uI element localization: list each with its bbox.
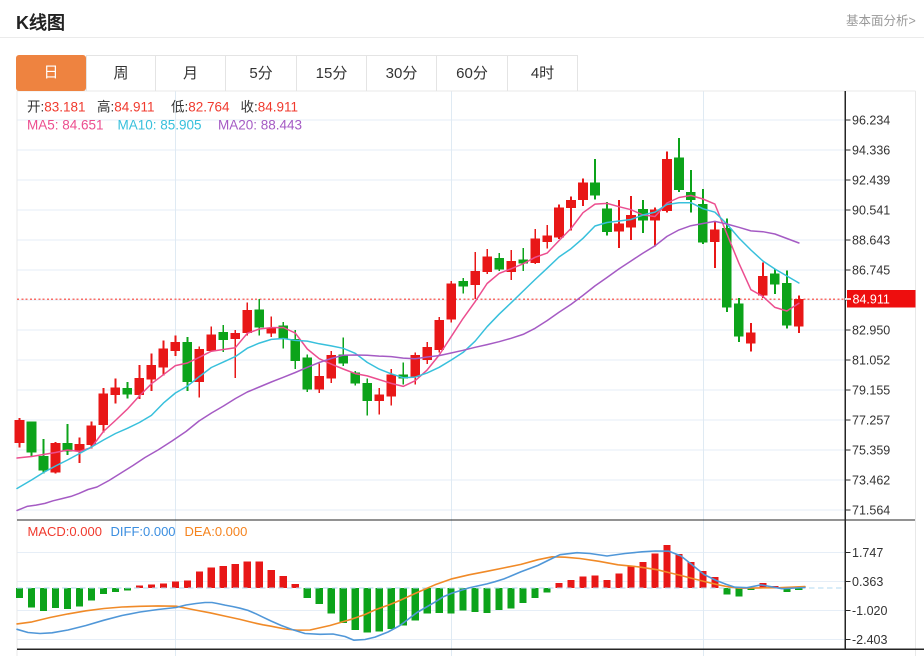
svg-text:-1.020: -1.020 — [852, 604, 887, 618]
svg-text:MACD:0.000: MACD:0.000 — [28, 524, 102, 539]
svg-text:DIFF:0.000: DIFF:0.000 — [111, 524, 176, 539]
svg-text:79.155: 79.155 — [852, 384, 890, 398]
svg-text:DEA:0.000: DEA:0.000 — [185, 524, 248, 539]
svg-text:-2.403: -2.403 — [852, 633, 887, 647]
svg-text:90.541: 90.541 — [852, 204, 890, 218]
svg-text:MA20: 88.443: MA20: 88.443 — [218, 118, 302, 133]
svg-text:84.911: 84.911 — [853, 293, 890, 307]
svg-text:73.462: 73.462 — [852, 474, 890, 488]
svg-text:1.747: 1.747 — [852, 546, 883, 560]
svg-text:0.363: 0.363 — [852, 575, 883, 589]
svg-text:MA5: 84.651: MA5: 84.651 — [27, 118, 104, 133]
svg-text:81.052: 81.052 — [852, 354, 890, 368]
svg-text:92.439: 92.439 — [852, 174, 890, 188]
svg-text:94.336: 94.336 — [852, 144, 890, 158]
svg-text:75.359: 75.359 — [852, 444, 890, 458]
svg-text:MA10: 85.905: MA10: 85.905 — [118, 118, 202, 133]
svg-text:88.643: 88.643 — [852, 234, 890, 248]
svg-text:96.234: 96.234 — [852, 114, 890, 128]
svg-text:71.564: 71.564 — [852, 504, 890, 518]
svg-text:82.950: 82.950 — [852, 324, 890, 338]
svg-text:86.745: 86.745 — [852, 264, 890, 278]
svg-text:77.257: 77.257 — [852, 414, 890, 428]
